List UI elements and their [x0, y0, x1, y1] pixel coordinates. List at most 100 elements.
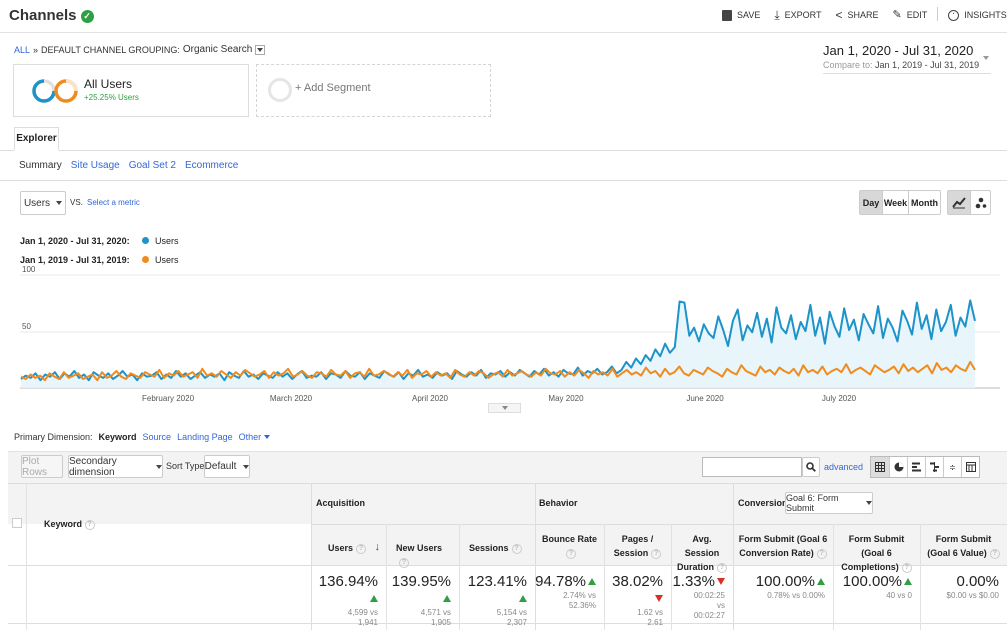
column-header-new-users[interactable]: New Users?: [386, 541, 459, 569]
column-header-form-submit-goal-6-conversion-rate[interactable]: Form Submit (Goal 6 Conversion Rate)?: [733, 532, 833, 560]
summary-value: 100.00%: [842, 573, 902, 590]
summary-cell: 100.00% 0.78% vs 0.00%: [733, 573, 833, 601]
column-header-label: New Users: [396, 543, 443, 553]
subtab-ecommerce[interactable]: Ecommerce: [184, 160, 239, 171]
select-metric-link[interactable]: Select a metric: [87, 198, 140, 207]
summary-cell: 100.00% 40 vs 0: [833, 573, 920, 601]
secondary-dimension-select[interactable]: Secondary dimension: [68, 455, 163, 478]
summary-comparison: 1.62 vs 2.61: [637, 608, 663, 627]
subtab-summary[interactable]: Summary: [19, 160, 62, 171]
select-all-checkbox[interactable]: [12, 518, 22, 528]
table-search-button[interactable]: [802, 457, 820, 477]
summary-comparison: 5,154 vs 2,307: [496, 608, 527, 627]
table-search-input[interactable]: [702, 457, 802, 477]
granularity-month[interactable]: Month: [908, 191, 940, 214]
granularity-day[interactable]: Day: [860, 191, 882, 214]
goal-select[interactable]: Goal 6: Form Submit: [785, 492, 873, 514]
legend-dot-orange: [142, 256, 149, 263]
help-icon: ?: [356, 544, 367, 554]
export-icon: ⤓: [774, 8, 780, 22]
segment-card-all-users[interactable]: All Users +25.25% Users: [13, 64, 249, 117]
subtab-goal-set-2[interactable]: Goal Set 2: [128, 160, 176, 171]
column-header-users[interactable]: Users? ↓: [311, 541, 386, 555]
metric-select[interactable]: Users: [20, 191, 66, 215]
column-header-label: Form Submit (Goal 6 Conversion Rate): [738, 534, 828, 558]
column-header-avg-session-duration[interactable]: Avg. Session Duration?: [671, 532, 733, 574]
chevron-down-icon: [257, 47, 264, 52]
chart-collapse-handle[interactable]: [488, 403, 521, 413]
column-header-sessions[interactable]: Sessions?: [459, 541, 535, 555]
breadcrumb-dropdown[interactable]: [255, 44, 266, 55]
trend-up-icon: [519, 595, 527, 602]
help-icon: ?: [901, 563, 912, 573]
share-button[interactable]: < SHARE: [836, 9, 879, 21]
dimension-other-label: Other: [238, 432, 262, 442]
metric-select-label: Users: [23, 197, 51, 209]
breadcrumb-value: Organic Search: [182, 44, 253, 55]
granularity-week[interactable]: Week: [882, 191, 908, 214]
insights-icon: ·: [948, 9, 960, 21]
search-icon: [806, 462, 816, 472]
export-button[interactable]: ⤓ EXPORT: [774, 9, 821, 21]
subtab-site-usage[interactable]: Site Usage: [70, 160, 120, 171]
add-segment-button[interactable]: + Add Segment: [256, 64, 491, 117]
advanced-filter-link[interactable]: advanced: [824, 462, 864, 472]
column-header-label: Sessions: [469, 543, 509, 553]
date-range-picker[interactable]: Jan 1, 2020 - Jul 31, 2020 Compare to: J…: [823, 43, 993, 70]
tab-explorer[interactable]: Explorer: [14, 127, 59, 151]
help-icon: ?: [717, 563, 727, 573]
dimension-source[interactable]: Source: [142, 432, 172, 442]
verified-check-icon: ✓: [80, 10, 94, 23]
column-divider: [386, 524, 387, 630]
column-header-form-submit-goal-6-completions[interactable]: Form Submit (Goal 6 Completions)?: [833, 532, 920, 574]
date-range-primary: Jan 1, 2020 - Jul 31, 2020: [823, 43, 974, 58]
trend-up-icon: [817, 578, 825, 585]
plot-rows-button[interactable]: Plot Rows: [21, 455, 63, 478]
term-cloud-view-icon[interactable]: ≑: [943, 457, 961, 477]
column-divider: [459, 524, 460, 630]
save-button[interactable]: SAVE: [722, 9, 760, 21]
dimension-landing-page[interactable]: Landing Page: [177, 432, 233, 442]
dimension-keyword[interactable]: Keyword: [98, 432, 137, 442]
dimension-other[interactable]: Other: [239, 432, 270, 442]
chevron-down-icon: [56, 201, 63, 205]
summary-value: 94.78%: [535, 573, 586, 590]
column-header-bounce-rate[interactable]: Bounce Rate?: [535, 532, 604, 560]
sort-type-select[interactable]: Default: [204, 455, 250, 478]
view-toggle-group: ≑: [870, 456, 980, 478]
add-segment-label: + Add Segment: [295, 82, 371, 94]
summary-cell: 123.41% 5,154 vs 2,307: [459, 573, 535, 628]
chart-legend: Jan 1, 2020 - Jul 31, 2020: Users Jan 1,…: [20, 231, 179, 269]
keyword-header[interactable]: Keyword ?: [44, 519, 95, 530]
table-view-icon[interactable]: [871, 457, 889, 477]
summary-value: 123.41%: [467, 573, 527, 590]
chevron-down-icon: [866, 501, 872, 505]
sort-descending-icon[interactable]: ↓: [374, 541, 381, 553]
pivot-view-icon[interactable]: [961, 457, 979, 477]
legend-row-2020: Jan 1, 2020 - Jul 31, 2020: Users: [20, 231, 179, 250]
sort-type-label: Sort Type:: [166, 461, 207, 471]
summary-comparison: 0.78% vs 0.00%: [767, 591, 825, 600]
motion-chart-icon[interactable]: [970, 191, 990, 214]
summary-value: 100.00%: [755, 573, 815, 590]
comparison-view-icon[interactable]: [925, 457, 943, 477]
help-icon: ?: [989, 549, 1000, 559]
insights-button[interactable]: · INSIGHTS: [948, 9, 1007, 21]
column-divider: [833, 524, 834, 630]
help-icon: ?: [816, 549, 827, 559]
granularity-toggle: Day Week Month: [859, 190, 941, 215]
line-chart-icon[interactable]: [948, 191, 970, 214]
bar-view-icon[interactable]: [907, 457, 925, 477]
pie-view-icon[interactable]: [889, 457, 907, 477]
column-header-form-submit-goal-6-value[interactable]: Form Submit (Goal 6 Value)?: [920, 532, 1007, 560]
trend-up-icon: [904, 578, 912, 585]
breadcrumb-all[interactable]: ALL: [14, 44, 31, 55]
edit-button[interactable]: ✎ EDIT: [893, 9, 928, 21]
summary-cell: 94.78% 2.74% vs 52.36%: [535, 573, 604, 611]
chevron-down-icon: [156, 464, 162, 469]
column-header-pages-session[interactable]: Pages / Session?: [604, 532, 671, 560]
goal-select-label: Goal 6: Form Submit: [786, 493, 839, 513]
legend-row-2019: Jan 1, 2019 - Jul 31, 2019: Users: [20, 250, 179, 269]
primary-dimension-label: Primary Dimension:: [14, 432, 93, 442]
x-tick-label: July 2020: [822, 394, 857, 403]
